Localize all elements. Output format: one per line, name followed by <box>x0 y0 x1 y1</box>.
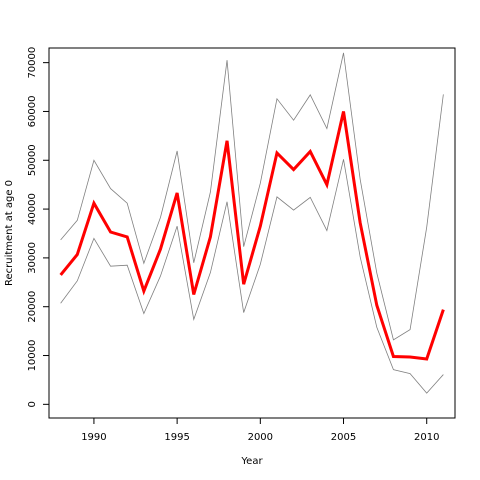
series-line-estimate <box>59 111 445 361</box>
series-line-upper <box>60 52 444 341</box>
x-tick-label: 1990 <box>81 432 106 443</box>
y-tick-label: 70000 <box>27 47 38 79</box>
y-axis-title: Recruitment at age 0 <box>4 180 15 286</box>
y-tick-label: 50000 <box>27 144 38 176</box>
series-layer <box>59 52 445 394</box>
y-tick-label: 0 <box>27 401 38 407</box>
plot-frame <box>48 47 456 419</box>
y-tick-label: 20000 <box>27 291 38 323</box>
y-axis: 0 10000 20000 30000 40000 50000 60000 70000 <box>27 47 49 408</box>
series-line-lower <box>60 159 444 394</box>
y-tick-label: 30000 <box>27 242 38 274</box>
y-tick-label: 10000 <box>27 340 38 372</box>
x-tick-label: 2005 <box>331 432 356 443</box>
x-axis: 1990 1995 2000 2005 2010 <box>81 418 439 443</box>
x-axis-title: Year <box>240 456 263 467</box>
x-tick-label: 2000 <box>248 432 273 443</box>
y-tick-label: 40000 <box>27 193 38 225</box>
x-tick-label: 1995 <box>164 432 189 443</box>
y-tick-label: 60000 <box>27 96 38 128</box>
x-tick-label: 2010 <box>414 432 439 443</box>
